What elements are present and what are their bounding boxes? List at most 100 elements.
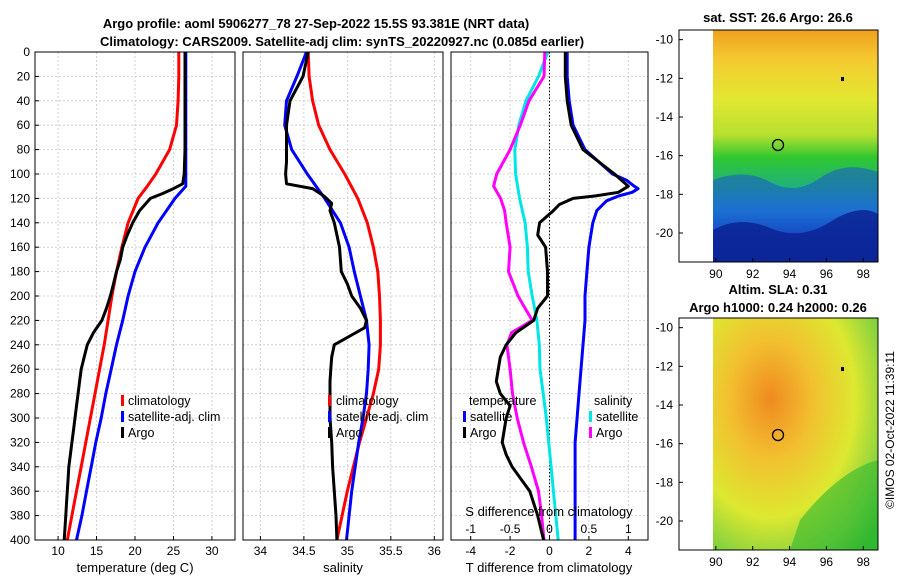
top-x-tick-label: 1 — [625, 522, 632, 536]
sst-map: sat. SST: 26.6 Argo: 26.6 90 92 94 96 98 -10… — [656, 10, 879, 281]
y-tick-label: 360 — [10, 484, 30, 498]
legend-swatch-satellite-adj-clim — [328, 411, 331, 422]
legend-label-argo: Argo — [128, 426, 154, 440]
legend-swatch-climatology — [328, 395, 331, 406]
y-tick-label: 140 — [10, 216, 30, 230]
map-x-tick-label: 96 — [820, 267, 834, 281]
y-tick-label: 0 — [23, 45, 30, 59]
x-tick-label: 35 — [341, 544, 355, 558]
temp-argo-line — [62, 52, 187, 540]
legend-label-satellite-adj-clim: satellite-adj. clim — [128, 410, 220, 424]
map-y-tick-label: -14 — [656, 110, 674, 124]
top-x-tick-label: 0.5 — [581, 522, 598, 536]
map-x-tick-label: 92 — [746, 555, 760, 569]
y-tick-label: 280 — [10, 387, 30, 401]
legend-swatch-climatology — [121, 395, 124, 406]
y-tick-label: 220 — [10, 313, 30, 327]
y-tick-label: 200 — [10, 289, 30, 303]
legend-label-s-satellite: satellite — [596, 410, 638, 424]
s-argo-diff-line — [492, 52, 547, 540]
sla-map-low-patch — [790, 460, 878, 550]
top-x-tick-label: -1 — [465, 522, 476, 536]
y-tick-label: 260 — [10, 362, 30, 376]
legend-title-salinity: salinity — [594, 394, 633, 408]
y-tick-label: 160 — [10, 240, 30, 254]
x-tick-label: 15 — [90, 544, 104, 558]
difference-panel: -4 -2 0 2 4 -1 -0.5 0 0.5 1 T difference from cl… — [450, 51, 649, 575]
legend-swatch-t-argo — [463, 427, 466, 438]
sst-map-cold-patch — [713, 209, 878, 262]
sst-map-no-data — [679, 30, 713, 262]
map-y-tick-label: -12 — [656, 71, 674, 85]
map-x-tick-label: 94 — [783, 267, 797, 281]
temperature-legend: climatology satellite-adj. clim Argo — [121, 394, 220, 440]
map-y-tick-label: -14 — [656, 398, 674, 412]
y-tick-label: 180 — [10, 265, 30, 279]
x-tick-label: -2 — [505, 544, 516, 558]
argo-location-marker — [771, 428, 785, 442]
t-argo-diff-line — [494, 52, 630, 540]
island-marker — [841, 77, 844, 81]
map-x-tick-label: 98 — [857, 555, 871, 569]
map-y-tick-label: -12 — [656, 359, 674, 373]
legend-label-argo: Argo — [336, 426, 362, 440]
map-x-tick-label: 90 — [709, 555, 723, 569]
top-x-tick-label: -0.5 — [500, 522, 521, 536]
y-tick-label: 320 — [10, 435, 30, 449]
x-tick-label: 25 — [167, 544, 181, 558]
map-y-tick-label: -10 — [656, 321, 674, 335]
legend-label-s-argo: Argo — [596, 426, 622, 440]
map-x-tick-label: 96 — [820, 555, 834, 569]
salinity-panel: 34 34.5 35 35.5 36 salinity climatology sate… — [242, 51, 444, 575]
salinity-axes-frame — [242, 51, 444, 541]
x-tick-label: 30 — [205, 544, 219, 558]
figure-title-line2: Climatology: CARS2009. Satellite-adj cli… — [100, 34, 584, 49]
map-y-tick-label: -20 — [656, 514, 674, 528]
figure-title-line1: Argo profile: aoml 5906277_78 27-Sep-202… — [103, 16, 529, 31]
legend-label-t-argo: Argo — [470, 426, 496, 440]
salinity-xlabel: salinity — [323, 560, 363, 575]
x-tick-label: 0 — [546, 544, 553, 558]
top-x-tick-label: 0 — [546, 522, 553, 536]
legend-swatch-satellite-adj-clim — [121, 411, 124, 422]
x-tick-label: -4 — [465, 544, 476, 558]
difference-xlabel-top: S difference from climatology — [465, 504, 633, 519]
map-y-tick-label: -10 — [656, 33, 674, 47]
legend-label-satellite-adj-clim: satellite-adj. clim — [336, 410, 428, 424]
x-tick-label: 34 — [254, 544, 268, 558]
y-tick-label: 240 — [10, 338, 30, 352]
credit-text: ©IMOS 02-Oct-2022 11:39:11 — [883, 351, 897, 509]
sla-map-no-data — [679, 318, 713, 550]
x-tick-label: 20 — [128, 544, 142, 558]
legend-swatch-argo — [328, 427, 331, 438]
sst-map-frame — [678, 29, 879, 263]
y-tick-label: 20 — [17, 69, 31, 83]
y-tick-label: 80 — [17, 143, 31, 157]
legend-swatch-s-satellite — [589, 411, 592, 422]
legend-title-temperature: temperature — [469, 394, 536, 408]
x-tick-label: 10 — [51, 544, 65, 558]
sla-map-frame — [678, 317, 879, 551]
map-x-tick-label: 94 — [783, 555, 797, 569]
legend-label-climatology: climatology — [336, 394, 399, 408]
y-tick-label: 120 — [10, 191, 30, 205]
map-y-tick-label: -20 — [656, 226, 674, 240]
legend-swatch-t-satellite — [463, 411, 466, 422]
y-tick-label: 40 — [17, 94, 31, 108]
legend-label-t-satellite: satellite — [470, 410, 512, 424]
difference-legend: temperature satellite Argo salinity sate… — [463, 394, 638, 440]
y-tick-label: 100 — [10, 167, 30, 181]
sla-map: Altim. SLA: 0.31 Argo h1000: 0.24 h2000:… — [656, 282, 879, 569]
y-tick-label: 400 — [10, 533, 30, 547]
sst-map-title: sat. SST: 26.6 Argo: 26.6 — [703, 10, 853, 25]
x-tick-label: 35.5 — [379, 544, 403, 558]
sla-map-title: Altim. SLA: 0.31 — [729, 282, 828, 297]
temperature-xlabel: temperature (deg C) — [76, 560, 193, 575]
y-tick-label: 380 — [10, 509, 30, 523]
map-x-tick-label: 92 — [746, 267, 760, 281]
y-tick-label: 340 — [10, 460, 30, 474]
y-tick-label: 60 — [17, 118, 31, 132]
x-tick-label: 34.5 — [292, 544, 316, 558]
legend-label-climatology: climatology — [128, 394, 191, 408]
